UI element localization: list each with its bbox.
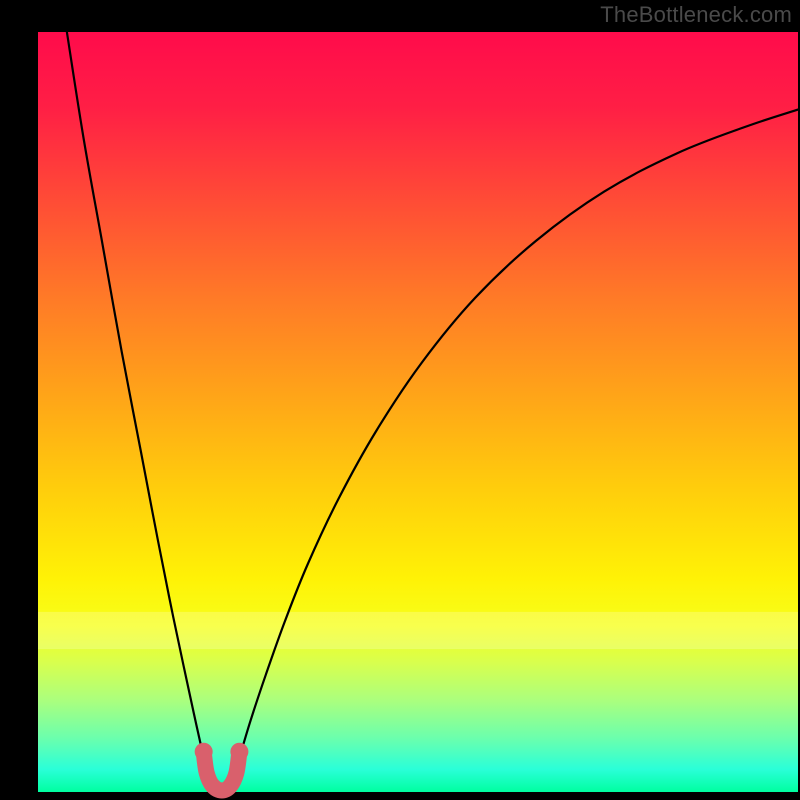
chart-container: TheBottleneck.com (0, 0, 800, 800)
watermark-text: TheBottleneck.com (600, 2, 792, 28)
plot-background-gradient (38, 32, 798, 792)
bottleneck-chart (0, 0, 800, 800)
lower-highlight-band (38, 612, 798, 649)
u-end-dot-right (230, 743, 248, 761)
u-end-dot-left (195, 743, 213, 761)
